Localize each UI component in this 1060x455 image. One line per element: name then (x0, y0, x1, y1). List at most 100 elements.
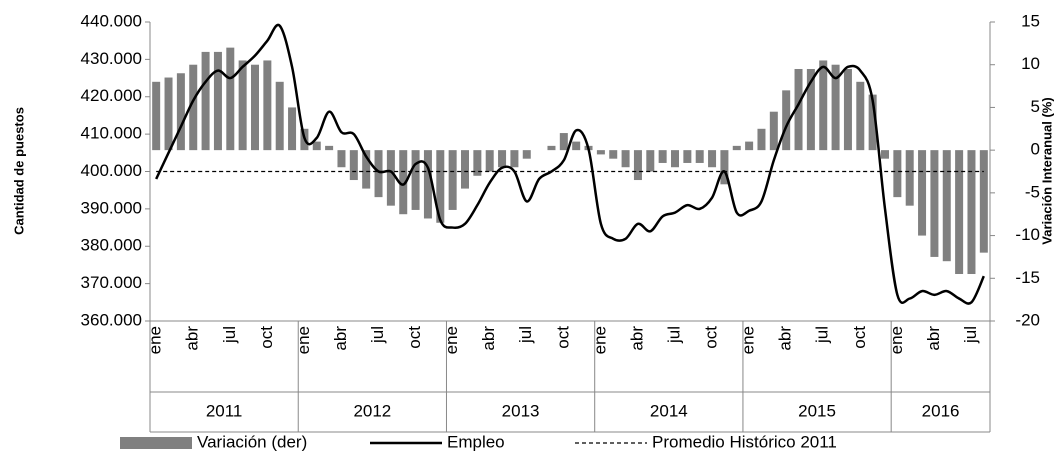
x-tick-label: oct (850, 326, 869, 349)
bar (621, 150, 630, 168)
y2-tick-label: 10 (1021, 54, 1040, 73)
bar (794, 68, 803, 151)
bar (436, 150, 445, 223)
bar (658, 150, 667, 163)
y2-tick-label: -5 (1025, 182, 1040, 201)
bar (485, 150, 494, 172)
bar (411, 150, 420, 210)
y-tick-label: 370.000 (81, 273, 142, 292)
year-label: 2013 (502, 401, 540, 420)
bar (510, 150, 519, 168)
y2-tick-label: -10 (1015, 225, 1040, 244)
y2-tick-label: 0 (1031, 140, 1040, 159)
y2-tick-label: -20 (1015, 310, 1040, 329)
x-tick-label: jul (813, 326, 832, 344)
bar (609, 150, 618, 159)
bar (201, 51, 210, 151)
x-tick-label: ene (442, 326, 461, 354)
x-tick-label: ene (146, 326, 165, 354)
bar (263, 60, 272, 151)
bar (325, 145, 334, 151)
y-tick-label: 420.000 (81, 86, 142, 105)
bar (720, 150, 729, 185)
y2-axis-title: Variación Interanual (%) (1039, 97, 1054, 244)
legend-label: Empleo (447, 432, 505, 451)
bar (288, 107, 297, 151)
x-tick-label: ene (590, 326, 609, 354)
year-label: 2014 (650, 401, 688, 420)
x-tick-label: abr (924, 326, 943, 351)
bar (386, 150, 395, 206)
x-tick-label: ene (294, 326, 313, 354)
bar (806, 68, 815, 151)
bar (745, 141, 754, 151)
line (155, 23, 985, 305)
bar (399, 150, 408, 215)
y-axis-title: Cantidad de puestos (11, 107, 26, 235)
bar (856, 81, 865, 151)
bar (868, 94, 877, 151)
bar (572, 141, 581, 151)
bar (547, 145, 556, 151)
bar (843, 68, 852, 151)
bar (226, 47, 235, 151)
bar (349, 150, 358, 181)
bar (819, 60, 828, 151)
bar (423, 150, 432, 219)
bar (942, 150, 951, 262)
y-tick-label: 430.000 (81, 49, 142, 68)
x-tick-label: abr (183, 326, 202, 351)
x-tick-label: jul (516, 326, 535, 344)
bar (176, 73, 185, 151)
x-tick-label: ene (887, 326, 906, 354)
bar (633, 150, 642, 181)
x-tick-label: abr (776, 326, 795, 351)
bar (522, 150, 531, 159)
bar (646, 150, 655, 172)
x-tick-label: oct (257, 326, 276, 349)
x-tick-label: oct (405, 326, 424, 349)
bar (164, 77, 173, 151)
year-label: 2011 (206, 401, 243, 420)
legend-swatch (120, 437, 192, 449)
bar (312, 141, 321, 151)
bar (769, 111, 778, 151)
x-tick-label: ene (739, 326, 758, 354)
bar (596, 150, 605, 155)
y-tick-label: 410.000 (81, 124, 142, 143)
bar (671, 150, 679, 168)
year-label: 2015 (798, 401, 836, 420)
bar (275, 81, 284, 151)
x-tick-label: jul (664, 326, 683, 344)
y2-tick-label: -15 (1015, 268, 1040, 287)
bar (979, 150, 988, 253)
x-tick-label: abr (479, 326, 498, 351)
bar (782, 90, 791, 151)
bar (930, 150, 939, 257)
y-tick-label: 440.000 (81, 11, 142, 30)
bar (362, 150, 371, 189)
bar (881, 150, 889, 159)
bar (905, 150, 914, 206)
y-tick-label: 390.000 (81, 198, 142, 217)
bar (695, 150, 704, 163)
bar (559, 133, 568, 151)
x-tick-label: abr (331, 326, 350, 351)
x-tick-label: oct (553, 326, 572, 349)
bar (152, 81, 161, 151)
bar (708, 150, 717, 168)
bar (374, 150, 383, 198)
bar (967, 150, 976, 275)
bar (683, 150, 692, 163)
y2-tick-label: 5 (1031, 97, 1040, 116)
bar (732, 145, 741, 151)
bar (918, 150, 927, 236)
year-label: 2012 (353, 401, 391, 420)
bar (461, 150, 469, 189)
x-tick-label: oct (702, 326, 721, 349)
x-tick-label: jul (220, 326, 239, 344)
bar (189, 64, 198, 151)
y2-tick-label: 15 (1021, 11, 1040, 30)
bar (955, 150, 964, 275)
